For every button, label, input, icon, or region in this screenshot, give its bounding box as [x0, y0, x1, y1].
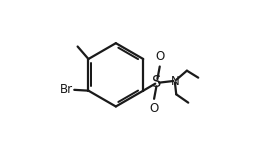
- Text: S: S: [152, 75, 162, 90]
- Text: O: O: [149, 102, 159, 115]
- Text: Br: Br: [60, 83, 73, 96]
- Text: N: N: [171, 74, 179, 88]
- Text: O: O: [155, 50, 165, 63]
